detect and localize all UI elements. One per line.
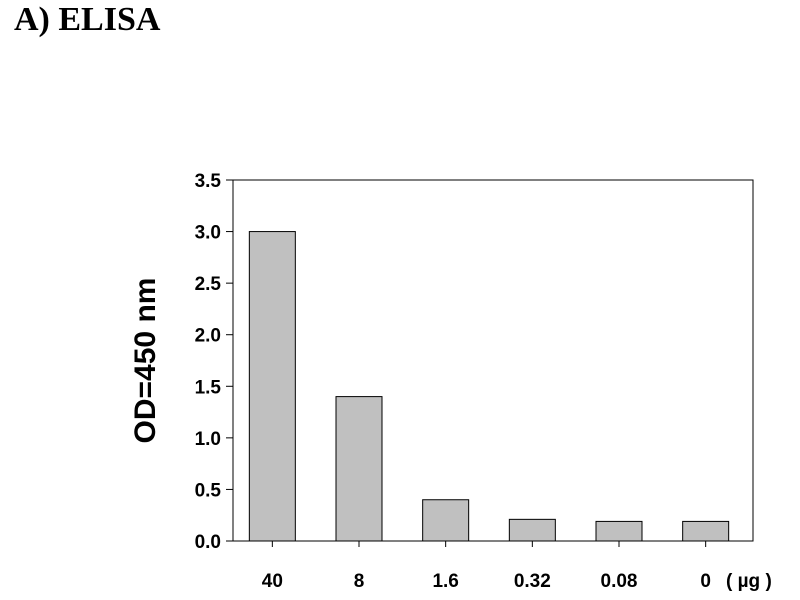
y-tick-label: 1.0: [195, 429, 221, 450]
bar-0.08: [595, 520, 643, 542]
y-tick-label: 2.0: [195, 326, 221, 347]
x-tick-label: 0: [700, 571, 711, 592]
y-tick-label: 3.0: [195, 223, 221, 244]
y-tick-label: 2.5: [195, 274, 222, 295]
x-tick-label: 1.6: [432, 571, 458, 592]
axes-layer: [232, 179, 754, 542]
bar-1.6: [422, 499, 470, 542]
y-axis-label: OD=450 nm: [129, 278, 162, 444]
panel-title: A) ELISA: [14, 1, 161, 38]
bar-40: [248, 231, 296, 542]
y-tick-label: 0.0: [195, 532, 221, 553]
x-axis-unit-label: ( µg ): [726, 571, 772, 592]
x-tick-label: 0.08: [601, 571, 638, 592]
y-ticks-layer: 0.0 0.5 1.0 1.5 2.0 2.5 3.0 3.5: [195, 171, 233, 553]
x-tick-label: 8: [354, 571, 365, 592]
y-tick-label: 0.5: [195, 480, 222, 501]
y-tick-label: 1.5: [195, 377, 222, 398]
y-tick-label: 3.5: [195, 171, 222, 192]
x-tick-label: 40: [262, 571, 283, 592]
x-ticks-layer: 40 8 1.6 0.32 0.08 0: [262, 541, 711, 592]
bars-layer: [248, 231, 730, 542]
x-tick-label: 0.32: [514, 571, 551, 592]
plot-frame: [232, 179, 754, 542]
bar-0: [682, 520, 730, 542]
bar-8: [335, 396, 383, 542]
bar-0.32: [508, 518, 556, 542]
